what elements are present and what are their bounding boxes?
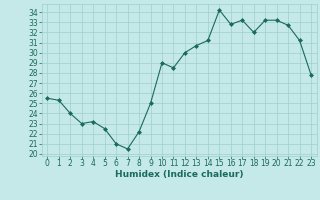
X-axis label: Humidex (Indice chaleur): Humidex (Indice chaleur) bbox=[115, 170, 244, 179]
